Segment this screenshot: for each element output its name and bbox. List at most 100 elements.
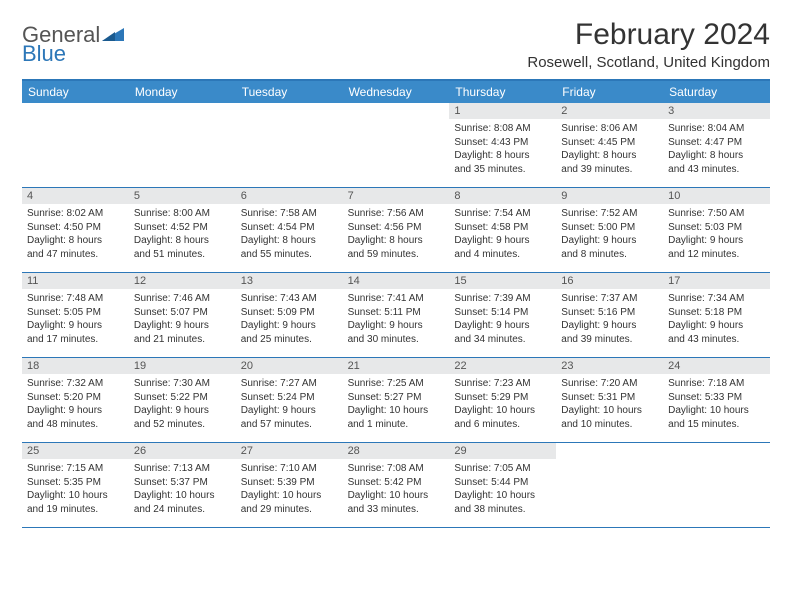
sunrise-text: Sunrise: 8:02 AM	[27, 207, 124, 221]
sunset-text: Sunset: 4:56 PM	[348, 221, 445, 235]
day-info: Sunrise: 7:52 AMSunset: 5:00 PMDaylight:…	[556, 204, 663, 266]
daylight-text-1: Daylight: 9 hours	[348, 319, 445, 333]
day-info: Sunrise: 7:18 AMSunset: 5:33 PMDaylight:…	[663, 374, 770, 436]
day-info: Sunrise: 8:04 AMSunset: 4:47 PMDaylight:…	[663, 119, 770, 181]
sunrise-text: Sunrise: 7:52 AM	[561, 207, 658, 221]
sunset-text: Sunset: 5:00 PM	[561, 221, 658, 235]
day-number: 24	[663, 358, 770, 374]
daylight-text-1: Daylight: 8 hours	[561, 149, 658, 163]
day-cell: 14Sunrise: 7:41 AMSunset: 5:11 PMDayligh…	[343, 273, 450, 357]
day-info: Sunrise: 7:15 AMSunset: 5:35 PMDaylight:…	[22, 459, 129, 521]
day-number: 23	[556, 358, 663, 374]
day-number	[343, 103, 450, 107]
day-info: Sunrise: 7:34 AMSunset: 5:18 PMDaylight:…	[663, 289, 770, 351]
day-info: Sunrise: 7:56 AMSunset: 4:56 PMDaylight:…	[343, 204, 450, 266]
daylight-text-2: and 57 minutes.	[241, 418, 338, 432]
weekday-header: Sunday	[22, 81, 129, 103]
sunset-text: Sunset: 5:24 PM	[241, 391, 338, 405]
sunrise-text: Sunrise: 8:04 AM	[668, 122, 765, 136]
sunset-text: Sunset: 5:05 PM	[27, 306, 124, 320]
day-number: 10	[663, 188, 770, 204]
day-cell: 18Sunrise: 7:32 AMSunset: 5:20 PMDayligh…	[22, 358, 129, 442]
day-number: 28	[343, 443, 450, 459]
daylight-text-1: Daylight: 9 hours	[27, 404, 124, 418]
sunrise-text: Sunrise: 7:56 AM	[348, 207, 445, 221]
day-info: Sunrise: 7:43 AMSunset: 5:09 PMDaylight:…	[236, 289, 343, 351]
week-row: 1Sunrise: 8:08 AMSunset: 4:43 PMDaylight…	[22, 103, 770, 188]
sunset-text: Sunset: 4:45 PM	[561, 136, 658, 150]
sunrise-text: Sunrise: 7:34 AM	[668, 292, 765, 306]
sunrise-text: Sunrise: 7:58 AM	[241, 207, 338, 221]
daylight-text-1: Daylight: 9 hours	[668, 319, 765, 333]
daylight-text-2: and 38 minutes.	[454, 503, 551, 517]
sunset-text: Sunset: 5:11 PM	[348, 306, 445, 320]
day-number: 15	[449, 273, 556, 289]
day-info: Sunrise: 7:23 AMSunset: 5:29 PMDaylight:…	[449, 374, 556, 436]
day-info: Sunrise: 7:48 AMSunset: 5:05 PMDaylight:…	[22, 289, 129, 351]
day-cell: 25Sunrise: 7:15 AMSunset: 5:35 PMDayligh…	[22, 443, 129, 527]
calendar-page: GeneralBlue February 2024 Rosewell, Scot…	[0, 0, 792, 538]
week-row: 11Sunrise: 7:48 AMSunset: 5:05 PMDayligh…	[22, 273, 770, 358]
daylight-text-1: Daylight: 10 hours	[454, 404, 551, 418]
sunset-text: Sunset: 5:14 PM	[454, 306, 551, 320]
day-cell: 4Sunrise: 8:02 AMSunset: 4:50 PMDaylight…	[22, 188, 129, 272]
sunrise-text: Sunrise: 7:48 AM	[27, 292, 124, 306]
sunset-text: Sunset: 5:27 PM	[348, 391, 445, 405]
day-cell	[663, 443, 770, 527]
daylight-text-1: Daylight: 10 hours	[348, 404, 445, 418]
sunrise-text: Sunrise: 7:20 AM	[561, 377, 658, 391]
day-number: 21	[343, 358, 450, 374]
day-number: 29	[449, 443, 556, 459]
day-number	[663, 443, 770, 447]
weekday-header: Wednesday	[343, 81, 450, 103]
sunset-text: Sunset: 5:18 PM	[668, 306, 765, 320]
daylight-text-1: Daylight: 8 hours	[454, 149, 551, 163]
sunrise-text: Sunrise: 7:46 AM	[134, 292, 231, 306]
daylight-text-1: Daylight: 9 hours	[668, 234, 765, 248]
sunrise-text: Sunrise: 7:25 AM	[348, 377, 445, 391]
weekday-header-row: Sunday Monday Tuesday Wednesday Thursday…	[22, 81, 770, 103]
daylight-text-1: Daylight: 9 hours	[561, 234, 658, 248]
daylight-text-1: Daylight: 9 hours	[454, 319, 551, 333]
day-number: 18	[22, 358, 129, 374]
day-info: Sunrise: 7:32 AMSunset: 5:20 PMDaylight:…	[22, 374, 129, 436]
day-cell: 10Sunrise: 7:50 AMSunset: 5:03 PMDayligh…	[663, 188, 770, 272]
sunrise-text: Sunrise: 7:37 AM	[561, 292, 658, 306]
daylight-text-2: and 10 minutes.	[561, 418, 658, 432]
daylight-text-2: and 59 minutes.	[348, 248, 445, 262]
daylight-text-2: and 24 minutes.	[134, 503, 231, 517]
daylight-text-1: Daylight: 9 hours	[27, 319, 124, 333]
sunset-text: Sunset: 4:52 PM	[134, 221, 231, 235]
sunrise-text: Sunrise: 7:10 AM	[241, 462, 338, 476]
sunset-text: Sunset: 4:47 PM	[668, 136, 765, 150]
daylight-text-1: Daylight: 8 hours	[134, 234, 231, 248]
day-number: 6	[236, 188, 343, 204]
sunrise-text: Sunrise: 8:06 AM	[561, 122, 658, 136]
sunset-text: Sunset: 5:09 PM	[241, 306, 338, 320]
day-cell: 15Sunrise: 7:39 AMSunset: 5:14 PMDayligh…	[449, 273, 556, 357]
daylight-text-2: and 4 minutes.	[454, 248, 551, 262]
daylight-text-1: Daylight: 9 hours	[134, 319, 231, 333]
sunrise-text: Sunrise: 7:30 AM	[134, 377, 231, 391]
week-row: 25Sunrise: 7:15 AMSunset: 5:35 PMDayligh…	[22, 443, 770, 528]
day-info: Sunrise: 7:54 AMSunset: 4:58 PMDaylight:…	[449, 204, 556, 266]
daylight-text-1: Daylight: 10 hours	[241, 489, 338, 503]
sunset-text: Sunset: 5:37 PM	[134, 476, 231, 490]
day-number: 13	[236, 273, 343, 289]
day-number: 17	[663, 273, 770, 289]
sunset-text: Sunset: 5:29 PM	[454, 391, 551, 405]
daylight-text-2: and 48 minutes.	[27, 418, 124, 432]
day-number: 20	[236, 358, 343, 374]
day-cell: 26Sunrise: 7:13 AMSunset: 5:37 PMDayligh…	[129, 443, 236, 527]
weeks-container: 1Sunrise: 8:08 AMSunset: 4:43 PMDaylight…	[22, 103, 770, 528]
daylight-text-2: and 17 minutes.	[27, 333, 124, 347]
logo-triangle-icon	[102, 24, 124, 46]
day-number: 7	[343, 188, 450, 204]
daylight-text-2: and 39 minutes.	[561, 163, 658, 177]
day-cell: 6Sunrise: 7:58 AMSunset: 4:54 PMDaylight…	[236, 188, 343, 272]
daylight-text-2: and 55 minutes.	[241, 248, 338, 262]
day-info: Sunrise: 8:00 AMSunset: 4:52 PMDaylight:…	[129, 204, 236, 266]
daylight-text-1: Daylight: 8 hours	[241, 234, 338, 248]
day-cell: 29Sunrise: 7:05 AMSunset: 5:44 PMDayligh…	[449, 443, 556, 527]
daylight-text-1: Daylight: 9 hours	[561, 319, 658, 333]
